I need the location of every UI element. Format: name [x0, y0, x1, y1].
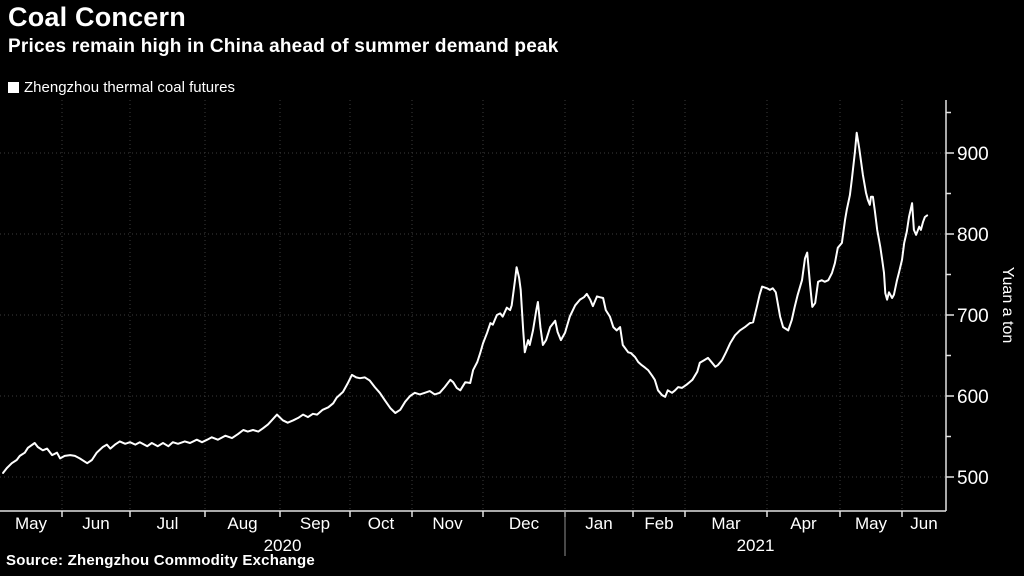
y-axis-tick-label: 900	[957, 144, 989, 165]
x-axis-month-label: Dec	[509, 514, 540, 533]
page-title: Coal Concern	[8, 2, 186, 32]
x-axis-month-label: May	[15, 514, 48, 533]
y-axis-title: Yuan a ton	[999, 267, 1016, 344]
x-axis-month-label: Feb	[644, 514, 673, 533]
legend-swatch-icon	[8, 82, 19, 93]
x-axis-month-label: Jul	[157, 514, 179, 533]
x-axis-month-label: Sep	[300, 514, 330, 533]
legend: Zhengzhou thermal coal futures	[8, 79, 235, 96]
x-axis-month-label: May	[855, 514, 888, 533]
x-axis-month-label: Jun	[82, 514, 109, 533]
legend-series-label: Zhengzhou thermal coal futures	[24, 79, 235, 96]
y-axis-tick-label: 500	[957, 468, 989, 489]
x-axis-year-label: 2020	[264, 536, 302, 555]
x-axis-month-label: Apr	[790, 514, 817, 533]
x-axis-month-label: Nov	[432, 514, 463, 533]
y-axis-tick-label: 800	[957, 225, 989, 246]
y-axis-tick-label: 700	[957, 306, 989, 327]
x-axis-month-label: Aug	[227, 514, 257, 533]
source-credit: Source: Zhengzhou Commodity Exchange	[6, 552, 315, 569]
y-axis-tick-label: 600	[957, 387, 989, 408]
chart-subtitle: Prices remain high in China ahead of sum…	[8, 36, 559, 57]
x-axis-month-label: Mar	[711, 514, 741, 533]
x-axis-month-label: Oct	[368, 514, 395, 533]
x-axis-month-label: Jan	[585, 514, 612, 533]
x-axis-month-label: Jun	[910, 514, 937, 533]
price-line-series	[2, 131, 929, 474]
x-axis-year-label: 2021	[737, 536, 775, 555]
